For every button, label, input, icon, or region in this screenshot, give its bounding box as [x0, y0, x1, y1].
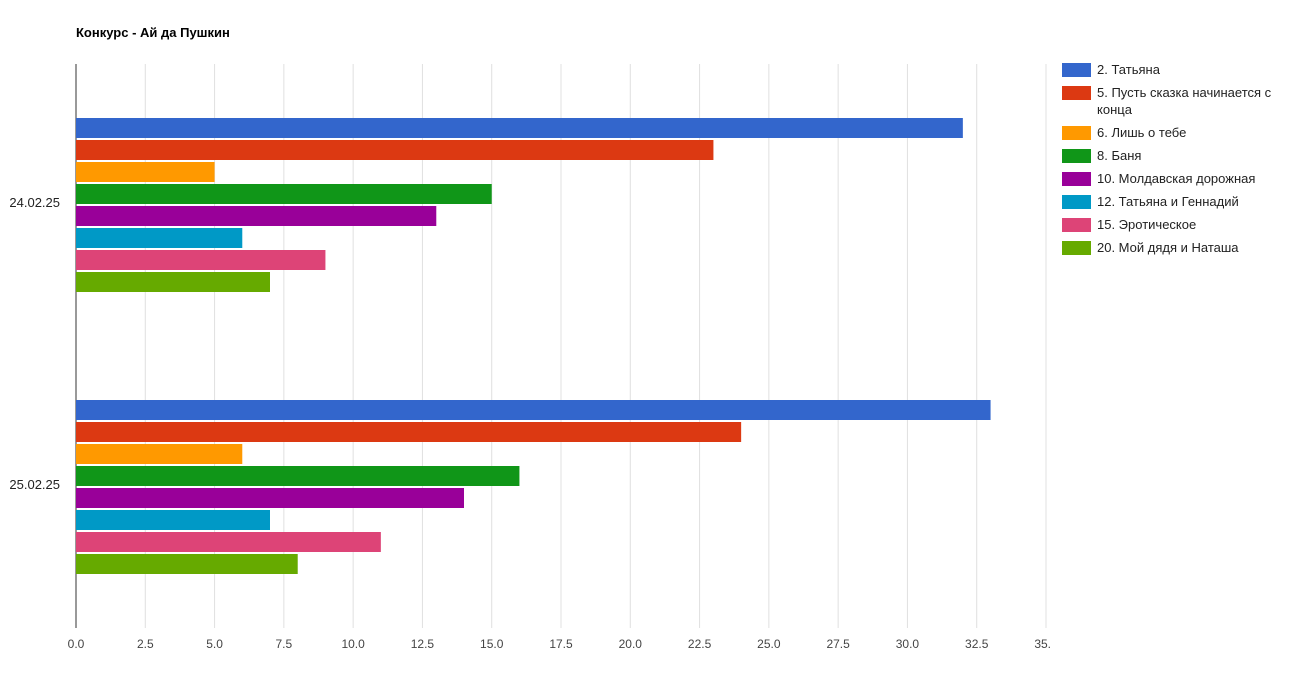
bar[interactable]: [76, 250, 326, 270]
legend-swatch: [1062, 241, 1091, 255]
legend-item[interactable]: 15. Эротическое: [1062, 216, 1302, 233]
x-tick-label: 12.5: [411, 637, 435, 651]
legend-label: 20. Мой дядя и Наташа: [1097, 240, 1239, 255]
bar[interactable]: [76, 444, 243, 464]
bar[interactable]: [76, 118, 963, 138]
bar[interactable]: [76, 206, 437, 226]
legend-label: 2. Татьяна: [1097, 62, 1160, 77]
legend-swatch: [1062, 172, 1091, 186]
legend-item[interactable]: 20. Мой дядя и Наташа: [1062, 239, 1302, 256]
bar[interactable]: [76, 162, 215, 182]
legend-label: 5. Пусть сказка начинается с конца: [1097, 85, 1272, 117]
bar[interactable]: [76, 184, 492, 204]
legend-swatch: [1062, 195, 1091, 209]
bar[interactable]: [76, 140, 714, 160]
bar[interactable]: [76, 466, 520, 486]
legend-label: 10. Молдавская дорожная: [1097, 171, 1256, 186]
legend-label: 15. Эротическое: [1097, 217, 1197, 232]
bar[interactable]: [76, 532, 381, 552]
legend-item[interactable]: 5. Пусть сказка начинается с конца: [1062, 84, 1302, 118]
bar[interactable]: [76, 400, 991, 420]
x-tick-label: 7.5: [276, 637, 293, 651]
x-tick-label: 30.0: [896, 637, 920, 651]
legend-item[interactable]: 6. Лишь о тебе: [1062, 124, 1302, 141]
x-tick-label: 5.0: [206, 637, 223, 651]
chart-title: Конкурс - Ай да Пушкин: [76, 25, 230, 40]
legend-item[interactable]: 8. Баня: [1062, 147, 1302, 164]
legend-label: 6. Лишь о тебе: [1097, 125, 1187, 140]
legend-swatch: [1062, 86, 1091, 100]
x-tick-label: 22.5: [688, 637, 712, 651]
legend-swatch: [1062, 218, 1091, 232]
plot-area: 0.0 2.5 5.0 7.5 10.0 12.5 15.0 17.5 20.0 22.5 25.0…: [9, 64, 1050, 651]
legend-item[interactable]: 12. Татьяна и Геннадий: [1062, 193, 1302, 210]
legend-label: 12. Татьяна и Геннадий: [1097, 194, 1239, 209]
x-tick-label: 25.0: [757, 637, 781, 651]
bar[interactable]: [76, 488, 464, 508]
legend-label: 8. Баня: [1097, 148, 1142, 163]
bar[interactable]: [76, 422, 742, 442]
x-tick-label: 2.5: [137, 637, 154, 651]
legend-swatch: [1062, 63, 1091, 77]
bar[interactable]: [76, 510, 270, 530]
x-tick-label: 20.0: [619, 637, 643, 651]
x-tick-label: 35.0: [1034, 637, 1050, 651]
x-tick-label: 0.0: [68, 637, 85, 651]
category-label: 24.02.25: [9, 195, 60, 210]
category-label: 25.02.25: [9, 477, 60, 492]
x-tick-label: 32.5: [965, 637, 989, 651]
bar[interactable]: [76, 272, 270, 292]
bar[interactable]: [76, 228, 243, 248]
x-tick-label: 15.0: [480, 637, 504, 651]
bar[interactable]: [76, 554, 298, 574]
legend-item[interactable]: 2. Татьяна: [1062, 61, 1302, 78]
legend-swatch: [1062, 126, 1091, 140]
legend: 2. Татьяна 5. Пусть сказка начинается с к…: [1062, 61, 1302, 262]
x-tick-label: 17.5: [549, 637, 573, 651]
x-tick-label: 10.0: [341, 637, 365, 651]
x-tick-label: 27.5: [826, 637, 850, 651]
legend-swatch: [1062, 149, 1091, 163]
legend-item[interactable]: 10. Молдавская дорожная: [1062, 170, 1302, 187]
